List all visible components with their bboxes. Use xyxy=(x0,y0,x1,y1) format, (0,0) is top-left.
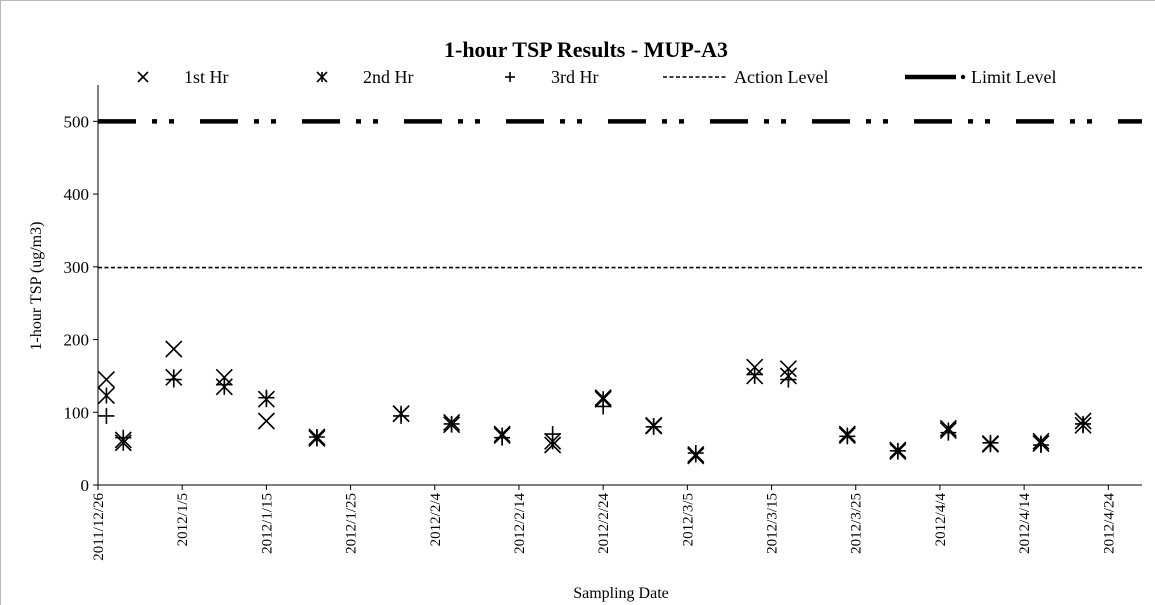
data-point xyxy=(165,340,183,358)
legend-item: 1st Hr xyxy=(137,67,229,87)
data-point xyxy=(98,407,115,424)
data-point xyxy=(97,370,115,389)
data-point xyxy=(746,366,763,383)
data-point xyxy=(257,412,275,430)
y-tick-label: 300 xyxy=(64,258,90,277)
y-tick-label: 0 xyxy=(81,476,90,495)
x-tick-label: 2012/2/14 xyxy=(512,493,528,554)
data-point xyxy=(544,426,561,443)
legend-label: Limit Level xyxy=(971,67,1056,87)
x-tick-label: 2012/3/15 xyxy=(765,493,781,554)
data-point xyxy=(780,371,797,388)
x-tick-label: 2012/1/15 xyxy=(259,493,275,554)
data-point xyxy=(645,418,662,435)
legend-item: 2nd Hr xyxy=(316,67,414,87)
series-3 xyxy=(98,366,1092,461)
x-tick-label: 2011/12/26 xyxy=(91,493,107,561)
x-axis-label: Sampling Date xyxy=(573,585,669,602)
x-tick-label: 2012/1/25 xyxy=(344,493,360,554)
legend-symbol xyxy=(137,71,149,83)
legend-label: 3rd Hr xyxy=(551,67,599,87)
data-point xyxy=(595,398,612,415)
legend-label: Action Level xyxy=(734,67,828,87)
legend-label: 1st Hr xyxy=(184,67,229,87)
data-point xyxy=(308,429,325,445)
data-point xyxy=(889,442,906,459)
y-tick-label: 100 xyxy=(64,403,90,422)
chart-legend: 1st Hr 2nd Hr 3rd Hr Action Level Limit Leve… xyxy=(137,67,1056,87)
x-tick-label: 2012/4/4 xyxy=(933,493,949,547)
x-tick-label: 2012/3/5 xyxy=(680,493,696,546)
series-1 xyxy=(97,340,1092,465)
data-point xyxy=(393,407,410,424)
data-point xyxy=(687,445,704,461)
y-tick-label: 200 xyxy=(64,331,90,350)
series-2 xyxy=(97,367,1092,464)
data-point xyxy=(982,434,999,451)
legend-item: Limit Level xyxy=(905,67,1056,87)
legend-item: 3rd Hr xyxy=(505,67,599,87)
chart-title: 1-hour TSP Results - MUP-A3 xyxy=(444,37,728,62)
legend-symbol xyxy=(505,72,515,82)
legend-item: Action Level xyxy=(663,67,828,87)
y-tick-label: 400 xyxy=(64,185,90,204)
data-point xyxy=(443,415,460,432)
x-tick-label: 2012/3/25 xyxy=(849,493,865,554)
data-point xyxy=(115,429,132,446)
data-point xyxy=(940,424,957,441)
data-point xyxy=(839,428,856,445)
x-tick-label: 2012/2/24 xyxy=(596,493,612,554)
legend-label: 2nd Hr xyxy=(363,67,414,87)
data-point xyxy=(1032,437,1049,453)
plot-area: 0 100 200 300 400 500 2011/12/26 2012/1/5 2012/1… xyxy=(64,85,1142,561)
data-point xyxy=(97,386,115,405)
data-point xyxy=(258,389,275,406)
data-point xyxy=(165,371,182,388)
x-tick-label: 2012/1/5 xyxy=(175,493,191,546)
legend-symbol xyxy=(316,71,328,83)
x-tick-label: 2012/4/24 xyxy=(1101,493,1117,554)
y-axis-label: 1-hour TSP (ug/m3) xyxy=(28,222,45,351)
y-tick-label: 500 xyxy=(64,112,90,131)
data-point xyxy=(216,376,233,393)
x-tick-label: 2012/2/4 xyxy=(428,493,444,547)
data-point xyxy=(494,429,511,446)
data-point xyxy=(1075,415,1092,432)
x-tick-label: 2012/4/14 xyxy=(1017,493,1033,554)
legend-symbol xyxy=(960,74,966,80)
